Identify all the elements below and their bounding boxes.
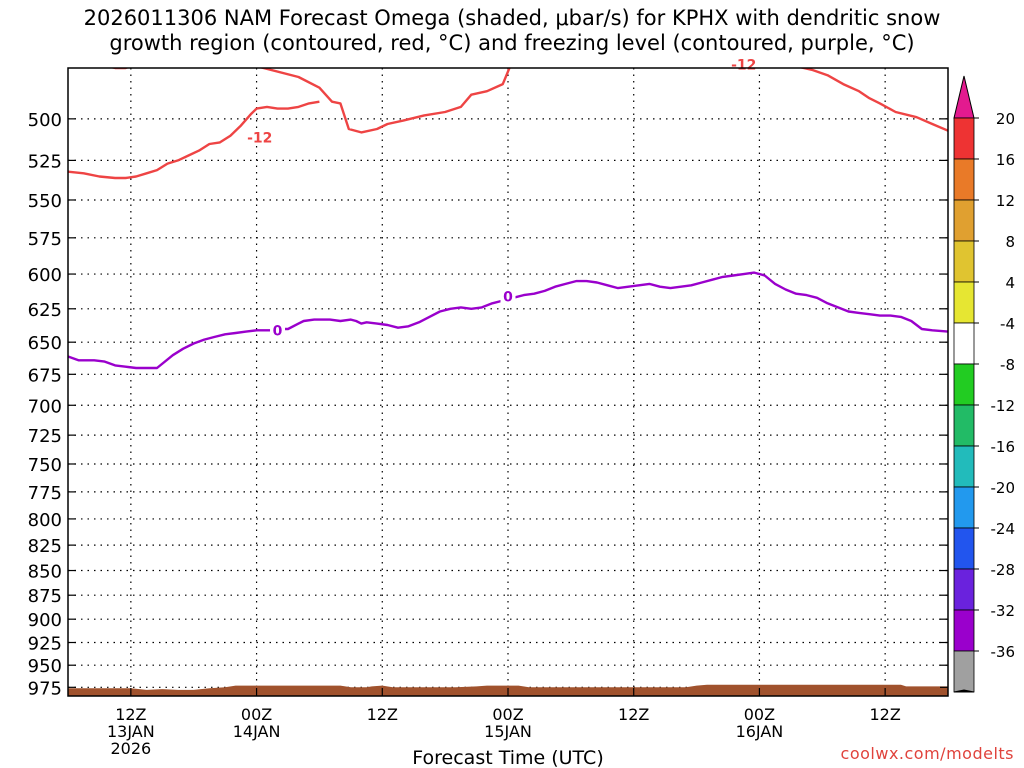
series-line <box>68 100 320 180</box>
colorbar-swatch <box>953 363 975 406</box>
colorbar-label: -16 <box>991 438 1016 456</box>
x-tick-date: 16JAN <box>736 722 784 741</box>
colorbar-swatch <box>953 404 975 447</box>
colorbar-label: 8 <box>1005 233 1015 251</box>
contour-label: -12 <box>731 57 756 73</box>
colorbar-label: -4 <box>1000 315 1015 333</box>
series-line <box>68 271 948 370</box>
x-tick-label: 00Z <box>744 705 775 724</box>
colorbar-swatch <box>953 240 975 283</box>
y-tick-label: 725 <box>28 426 62 447</box>
y-tick-label: 650 <box>28 333 62 354</box>
colorbar-swatch <box>953 609 975 652</box>
colorbar-swatch <box>953 117 975 160</box>
y-tick-label: 975 <box>28 678 62 699</box>
colorbar-swatch <box>953 281 975 324</box>
chart-title: 2026011306 NAM Forecast Omega (shaded, μ… <box>0 6 1024 56</box>
x-tick-label: 12Z <box>618 705 649 724</box>
colorbar-swatch <box>953 199 975 242</box>
contour-label: 0 <box>273 323 283 339</box>
y-tick-label: 600 <box>28 265 62 286</box>
x-tick-label: 00Z <box>241 705 272 724</box>
series-line <box>109 68 948 134</box>
y-tick-label: 675 <box>28 365 62 386</box>
colorbar-swatch <box>953 322 975 365</box>
colorbar-label: -24 <box>991 520 1016 538</box>
x-tick-date: 15JAN <box>484 722 532 741</box>
x-tick-year: 2026 <box>110 739 151 758</box>
colorbar-swatch <box>953 158 975 201</box>
credit-link[interactable]: coolwx.com/modelts <box>840 744 1014 763</box>
x-tick-label: 00Z <box>492 705 523 724</box>
contour-label-bg <box>500 288 516 305</box>
y-tick-label: 900 <box>28 610 62 631</box>
colorbar-label: -36 <box>991 643 1016 661</box>
colorbar-swatch <box>953 650 975 693</box>
x-axis-label: Forecast Time (UTC) <box>412 747 603 768</box>
y-tick-label: 700 <box>28 396 62 417</box>
contour-label: 0 <box>503 289 513 305</box>
y-tick-label: 750 <box>28 455 62 476</box>
y-tick-label: 500 <box>28 110 62 131</box>
y-tick-label: 525 <box>28 151 62 172</box>
y-axis: 500 525 550 575 600 625 650 675 700 725 750 775 800 8… <box>28 110 948 699</box>
y-tick-label: 550 <box>28 191 62 212</box>
y-tick-label: 625 <box>28 300 62 321</box>
colorbar-swatch <box>953 445 975 488</box>
y-tick-label: 775 <box>28 483 62 504</box>
colorbar-label: -8 <box>1000 356 1015 374</box>
x-tick-label: 12Z <box>869 705 900 724</box>
y-tick-label: 925 <box>28 634 62 655</box>
colorbar-swatch <box>953 486 975 529</box>
chart-title-line-1: 2026011306 NAM Forecast Omega (shaded, μ… <box>83 6 941 30</box>
x-tick-date: 13JAN <box>107 722 155 741</box>
colorbar-top-arrow <box>953 75 975 119</box>
contour-label-bg <box>243 129 277 146</box>
y-tick-label: 850 <box>28 562 62 583</box>
x-tick-label: 12Z <box>115 705 146 724</box>
colorbar-bottom-arrow <box>953 689 975 693</box>
contour-label: -12 <box>247 130 272 146</box>
colorbar-swatch <box>953 527 975 570</box>
grid <box>68 68 948 696</box>
y-tick-label: 575 <box>28 229 62 250</box>
colorbar-label: 20 <box>996 110 1015 128</box>
y-tick-label: 950 <box>28 656 62 677</box>
colorbar-swatch <box>953 568 975 611</box>
contour-label-bg <box>270 322 286 339</box>
isotherm-layer <box>68 68 948 370</box>
colorbar-label: -32 <box>991 602 1016 620</box>
x-tick-date: 14JAN <box>233 722 281 741</box>
colorbar-label: 16 <box>996 151 1015 169</box>
y-tick-label: 875 <box>28 586 62 607</box>
y-tick-label: 825 <box>28 536 62 557</box>
colorbar-label: 12 <box>996 192 1015 210</box>
colorbar-label: -20 <box>991 479 1016 497</box>
y-tick-label: 800 <box>28 510 62 531</box>
colorbar-label: -28 <box>991 561 1016 579</box>
colorbar: 20 16 12 8 4 -4 -8 -12 -16 -20 -24 -28 -32 -36 <box>953 75 1016 693</box>
x-tick-label: 12Z <box>367 705 398 724</box>
contour-label-layer: -12 -12 0 0 <box>243 56 761 339</box>
chart-title-line-2: growth region (contoured, red, °C) and f… <box>109 31 915 55</box>
colorbar-label: 4 <box>1005 274 1015 292</box>
colorbar-label: -12 <box>991 397 1016 415</box>
